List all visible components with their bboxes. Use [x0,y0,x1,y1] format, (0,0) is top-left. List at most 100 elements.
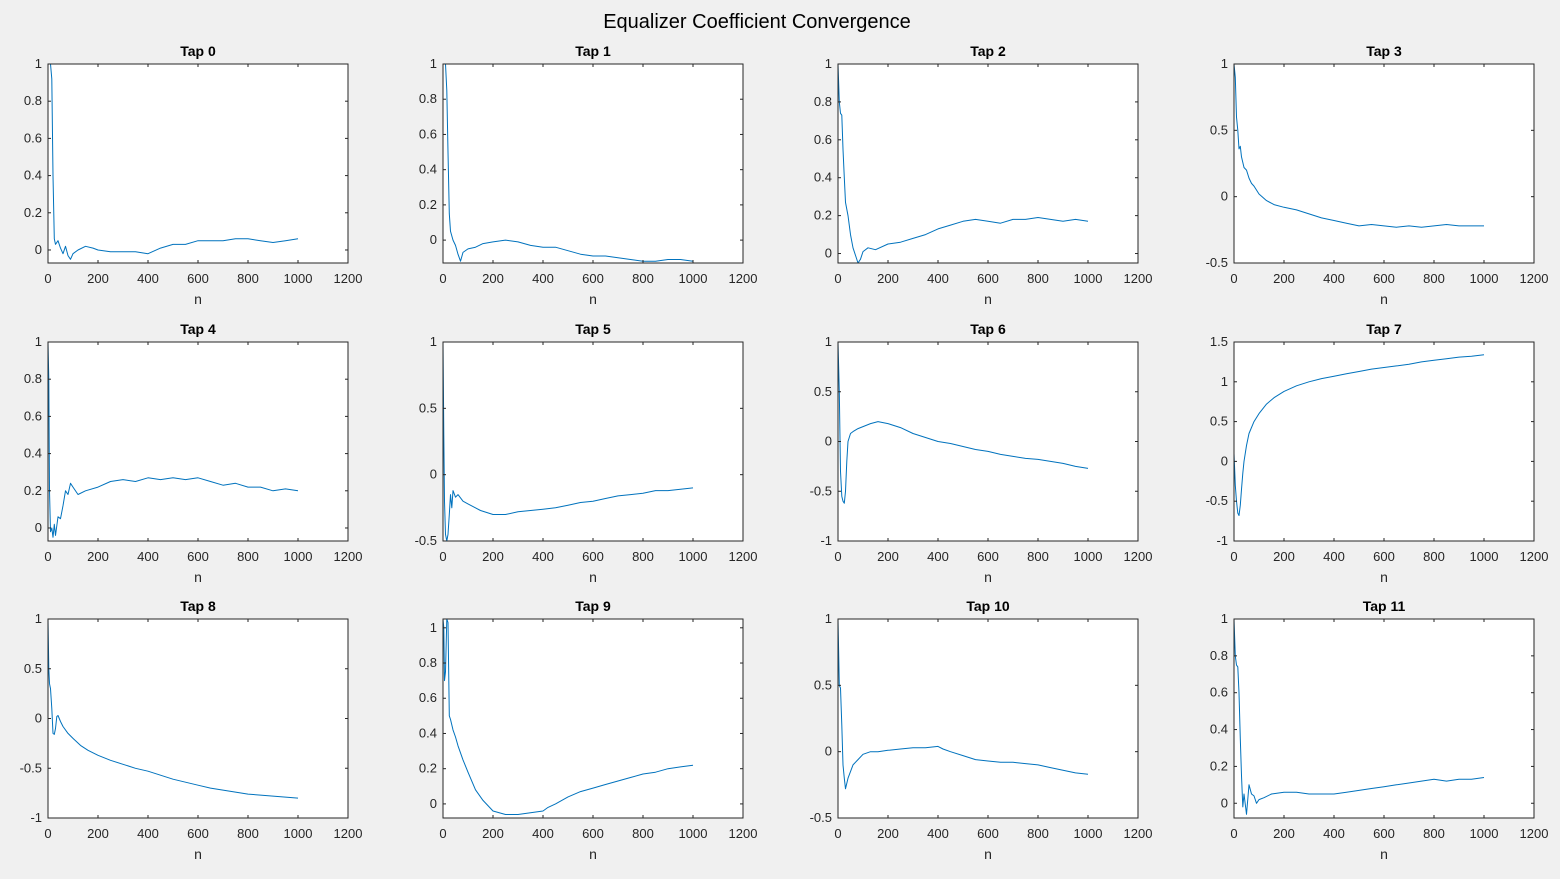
y-tick-label: 0 [825,744,832,759]
series-line [48,63,299,260]
subplot-title: Tap 9 [575,598,611,614]
subplot-title: Tap 6 [970,321,1006,337]
plot-area [1234,342,1534,541]
x-axis-label: n [194,846,202,862]
x-tick-label: 1000 [679,271,708,286]
series-line [1233,63,1484,228]
x-tick-label: 400 [137,549,159,564]
x-tick-label: 400 [1323,549,1345,564]
y-tick-label: 1 [1221,374,1228,389]
x-tick-label: 1000 [1074,549,1103,564]
x-tick-label: 400 [927,549,949,564]
x-tick-label: 400 [137,826,159,841]
x-tick-label: 1200 [334,271,363,286]
x-tick-label: 1200 [1124,826,1153,841]
x-tick-label: 800 [632,549,654,564]
x-axis-label: n [1380,291,1388,307]
x-tick-label: 0 [1230,271,1237,286]
y-tick-label: 0.5 [419,400,437,415]
x-tick-label: 1000 [1074,826,1103,841]
y-tick-label: 0 [825,246,832,261]
x-tick-label: 600 [1373,549,1395,564]
y-tick-label: 0.6 [419,126,437,141]
y-tick-label: 0.5 [1210,122,1228,137]
x-tick-label: 1000 [1470,271,1499,286]
x-tick-label: 0 [1230,549,1237,564]
subplot-tap-2: Tap 2 0 200 400 600 800 1000 1200 0 0.2 0.4 0.6 0.8 1… [814,43,1153,307]
plot-area [443,64,743,263]
x-tick-label: 800 [1423,826,1445,841]
series-line [837,63,1089,264]
x-tick-label: 0 [44,271,51,286]
x-axis-label: n [589,846,597,862]
series-line [837,618,1089,790]
series-line [47,341,299,538]
x-tick-label: 0 [834,549,841,564]
subplot-tap-10: Tap 100 200 400 600 800 1000 1200-0.500.51n [810,598,1153,862]
x-tick-label: 200 [482,271,504,286]
x-tick-label: 200 [482,826,504,841]
y-tick-label: 0.2 [419,761,437,776]
y-tick-label: 0.8 [419,91,437,106]
series-line [442,341,694,542]
y-tick-label: 0.4 [24,168,42,183]
y-tick-label: 1 [825,56,832,71]
x-tick-label: 600 [187,826,209,841]
y-tick-label: 0 [35,520,42,535]
y-tick-label: 0.2 [24,205,42,220]
series-line [1233,354,1485,516]
x-tick-label: 1000 [1470,826,1499,841]
subplot-title: Tap 4 [180,321,216,337]
x-tick-label: 800 [1027,826,1049,841]
x-tick-label: 800 [1423,271,1445,286]
subplot-title: Tap 0 [180,43,216,59]
y-tick-label: 0 [430,467,437,482]
x-tick-label: 1200 [729,549,758,564]
x-tick-label: 800 [632,826,654,841]
x-tick-label: 1000 [679,826,708,841]
x-tick-label: 600 [582,549,604,564]
y-tick-label: 0.8 [814,94,832,109]
x-tick-label: 800 [237,549,259,564]
y-tick-label: -1 [1216,533,1228,548]
x-tick-label: 200 [87,826,109,841]
subplot-tap-11: Tap 11 0 200 400 600 800 1000 1200 0 0.2 0.4 0.6 0.8… [1210,598,1549,862]
x-axis-label: n [1380,846,1388,862]
x-tick-label: 800 [1027,549,1049,564]
x-tick-label: 1200 [1520,826,1549,841]
y-tick-label: 0.6 [24,130,42,145]
y-tick-label: 0 [430,232,437,247]
x-axis-label: n [589,569,597,585]
x-tick-label: 0 [44,826,51,841]
y-tick-label: 1 [430,334,437,349]
subplot-tap-1: Tap 1 0 200 400 600 800 1000 1200 0 0.2 0.4 0.6 0.8 1… [419,43,758,307]
y-tick-label: 1 [1221,56,1228,71]
y-tick-label: 0.8 [1210,648,1228,663]
subplot-title: Tap 2 [970,43,1006,59]
subplot-tap-7: Tap 7 0 200 400 600 800 1000 1200 -1 -0.5 0 0.5 1 1.5… [1206,321,1549,585]
subplot-title: Tap 7 [1366,321,1402,337]
x-tick-label: 600 [582,271,604,286]
subplot-tap-0: Tap 0 0 200 400 600 800 1000 1200 0 0.2 0.4 0.6 0.8 1… [24,43,363,307]
y-tick-label: 0.2 [24,483,42,498]
x-axis-label: n [984,846,992,862]
y-tick-label: 0.4 [419,162,437,177]
x-tick-label: 0 [834,826,841,841]
x-tick-label: 600 [582,826,604,841]
x-tick-label: 1200 [1520,271,1549,286]
y-tick-label: -0.5 [20,760,42,775]
x-tick-label: 200 [1273,271,1295,286]
series-line [47,618,299,799]
x-tick-label: 600 [977,271,999,286]
subplot-tap-5: Tap 50 200 400 600 800 1000 1200-0.500.51n [415,321,758,585]
x-tick-label: 1200 [729,826,758,841]
y-tick-label: 0.2 [1210,758,1228,773]
x-tick-label: 0 [834,271,841,286]
y-tick-label: 0 [1221,795,1228,810]
y-tick-label: 0 [35,711,42,726]
plot-area [48,64,348,263]
x-tick-label: 400 [532,271,554,286]
y-tick-label: -0.5 [415,533,437,548]
y-tick-label: 1 [825,334,832,349]
y-tick-label: 0 [1221,189,1228,204]
